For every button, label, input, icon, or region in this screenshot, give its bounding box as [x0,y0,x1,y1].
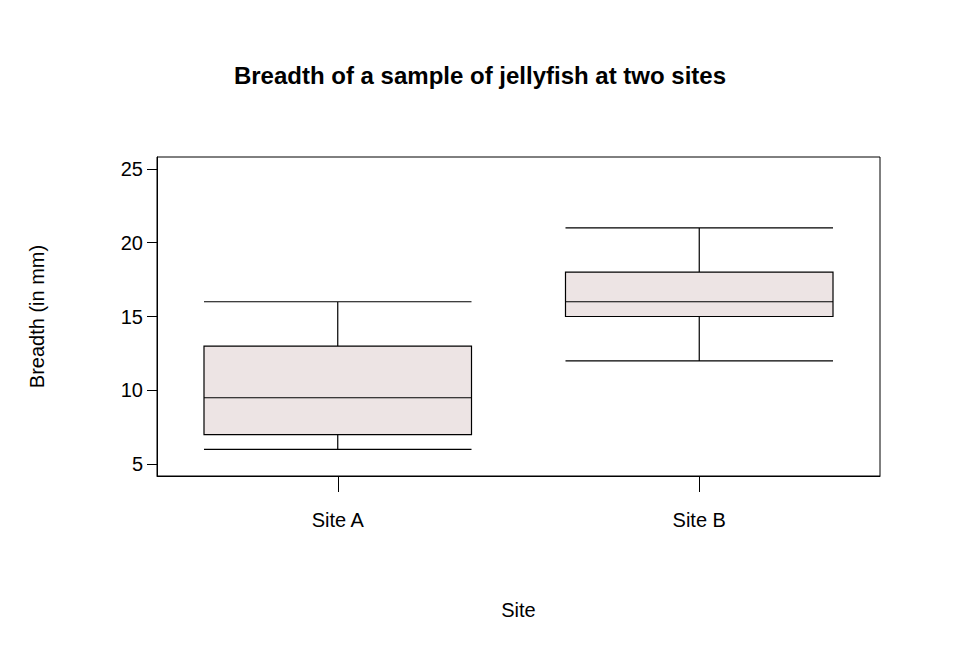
svg-text:5: 5 [132,453,143,475]
svg-text:10: 10 [121,379,143,401]
svg-text:20: 20 [121,232,143,254]
svg-text:25: 25 [121,158,143,180]
svg-text:Breadth (in mm): Breadth (in mm) [26,245,48,388]
svg-text:Site: Site [501,599,535,621]
svg-text:Site B: Site B [673,509,726,531]
svg-text:Site A: Site A [312,509,365,531]
svg-text:15: 15 [121,306,143,328]
svg-text:Breadth of a sample of jellyfi: Breadth of a sample of jellyfish at two … [234,62,726,89]
